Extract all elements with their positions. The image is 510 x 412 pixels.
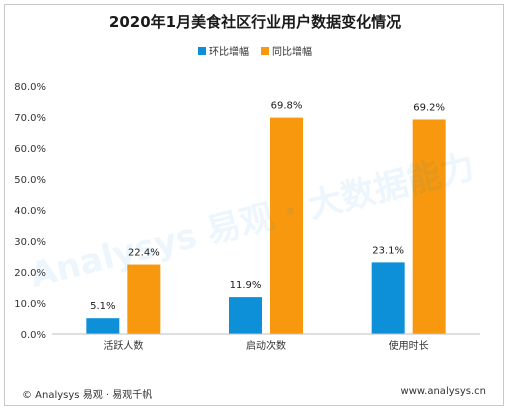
bars: 5.1% 22.4% 11.9% 69.8% 23.1% 69.2% [86, 101, 446, 335]
chart-title: 2020年1月美食社区行业用户数据变化情况 [109, 13, 401, 31]
data-label: 23.1% [372, 245, 404, 256]
bar-2-3 [412, 119, 446, 334]
data-label: 11.9% [230, 280, 262, 291]
y-tick-label: 40.0% [14, 206, 46, 217]
watermark-text: Analysys 易观 · 大数据能力 [26, 147, 478, 296]
x-axis: 活跃人数 启动次数 使用时长 [52, 333, 480, 352]
footer-source: © Analysys 易观 · 易观千帆 [22, 390, 153, 401]
bar-2-1 [127, 264, 161, 334]
bar-1-1 [86, 318, 120, 334]
legend-label-2: 同比增幅 [272, 45, 312, 58]
legend: 环比增幅 同比增幅 [198, 45, 312, 58]
x-tick-label: 活跃人数 [103, 339, 143, 352]
legend-label-1: 环比增幅 [209, 45, 249, 58]
footer-url: www.analysys.cn [400, 386, 486, 397]
x-tick-label: 启动次数 [246, 339, 286, 352]
bar-1-2 [229, 297, 262, 334]
y-tick-label: 10.0% [14, 299, 46, 310]
y-tick-label: 60.0% [14, 144, 46, 155]
watermark: Analysys 易观 · 大数据能力 [26, 147, 478, 296]
data-label: 22.4% [128, 248, 160, 259]
y-axis: 0.0% 10.0% 20.0% 30.0% 40.0% 50.0% 60.0% 70.0% 8… [14, 82, 46, 341]
y-tick-label: 20.0% [14, 268, 46, 279]
bar-1-3 [371, 262, 405, 334]
y-tick-label: 80.0% [14, 82, 46, 93]
bar-2-2 [270, 117, 303, 335]
y-tick-label: 0.0% [21, 330, 46, 341]
data-label: 5.1% [90, 301, 115, 312]
data-label: 69.2% [413, 102, 445, 113]
legend-swatch-2 [261, 47, 269, 55]
x-tick-label: 使用时长 [389, 339, 429, 352]
y-tick-label: 50.0% [14, 175, 46, 186]
y-tick-label: 70.0% [14, 113, 46, 124]
data-label: 69.8% [271, 101, 303, 112]
legend-swatch-1 [198, 47, 206, 55]
y-tick-label: 30.0% [14, 237, 46, 248]
